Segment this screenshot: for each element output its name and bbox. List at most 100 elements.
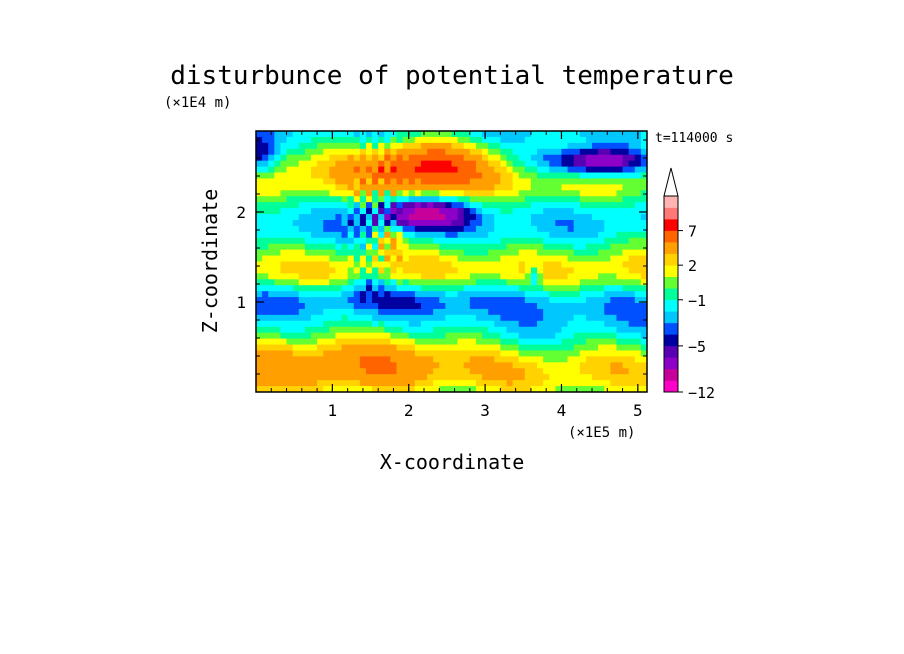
contour-cell <box>262 154 269 162</box>
contour-cell <box>439 172 446 180</box>
contour-cell <box>640 219 647 227</box>
contour-cell <box>414 380 422 387</box>
contour-cell <box>573 273 581 280</box>
contour-cell <box>475 350 483 358</box>
contour-cell <box>298 231 306 239</box>
contour-cell <box>317 131 324 138</box>
contour-cell <box>555 154 563 162</box>
contour-cell <box>353 196 361 203</box>
contour-cell <box>439 255 446 263</box>
contour-cell <box>543 362 550 369</box>
contour-cell <box>408 332 416 340</box>
contour-cell <box>414 285 422 292</box>
contour-cell <box>585 356 593 363</box>
contour-cell <box>518 214 526 221</box>
contour-cell <box>414 154 422 162</box>
contour-cell <box>317 344 324 352</box>
contour-cell <box>396 202 404 209</box>
contour-cell <box>274 332 282 340</box>
contour-cell <box>378 273 385 280</box>
contour-cell <box>439 326 446 334</box>
contour-cell <box>359 303 367 310</box>
contour-cell <box>359 362 367 369</box>
contour-cell <box>402 332 410 340</box>
contour-cell <box>506 219 514 227</box>
contour-cell <box>390 202 398 209</box>
contour-cell <box>628 368 636 375</box>
contour-cell <box>286 380 294 387</box>
contour-cell <box>543 166 550 174</box>
contour-cell <box>420 184 428 191</box>
contour-cell <box>414 219 422 227</box>
contour-cell <box>585 285 593 292</box>
contour-cell <box>475 344 483 352</box>
contour-cell <box>475 303 483 310</box>
contour-cell <box>457 332 465 340</box>
contour-cell <box>604 273 611 280</box>
contour-cell <box>506 362 514 369</box>
contour-cell <box>628 178 636 185</box>
contour-cell <box>317 362 324 369</box>
contour-cell <box>616 338 624 346</box>
contour-cell <box>292 237 300 245</box>
contour-cell <box>488 178 495 185</box>
contour-cell <box>537 267 544 274</box>
x-axis-label: X-coordinate <box>380 450 525 474</box>
contour-cell <box>372 362 379 369</box>
contour-cell <box>610 356 618 363</box>
contour-cell <box>567 267 575 274</box>
contour-cell <box>622 208 630 215</box>
contour-cell <box>420 374 428 381</box>
contour-cell <box>262 231 269 239</box>
contour-cell <box>451 338 459 346</box>
contour-cell <box>628 172 636 180</box>
contour-cell <box>286 237 294 245</box>
contour-cell <box>317 148 324 156</box>
contour-cell <box>475 202 483 209</box>
contour-cell <box>274 273 282 280</box>
y-tick-label: 2 <box>236 203 246 222</box>
contour-cell <box>433 154 440 162</box>
contour-cell <box>592 237 599 245</box>
contour-cell <box>506 320 514 328</box>
contour-cell <box>555 386 563 392</box>
contour-cell <box>256 374 263 381</box>
contour-cell <box>427 291 434 298</box>
contour-cell <box>286 350 294 358</box>
contour-cell <box>310 291 318 298</box>
contour-cell <box>543 380 550 387</box>
contour-cell <box>317 166 324 174</box>
contour-cell <box>378 131 385 138</box>
contour-cell <box>365 338 373 346</box>
contour-cell <box>292 320 300 328</box>
contour-cell <box>555 255 563 263</box>
contour-cell <box>365 249 373 257</box>
contour-cell <box>365 148 373 156</box>
contour-cell <box>628 237 636 245</box>
contour-cell <box>640 356 647 363</box>
contour-cell <box>274 202 282 209</box>
contour-cell <box>359 184 367 191</box>
contour-cell <box>628 202 636 209</box>
contour-cell <box>616 297 624 304</box>
contour-cell <box>341 314 349 322</box>
contour-cell <box>549 154 556 162</box>
contour-cell <box>402 231 410 239</box>
contour-cell <box>512 225 520 233</box>
contour-cell <box>475 190 483 197</box>
contour-cell <box>451 368 459 375</box>
contour-cell <box>384 338 392 346</box>
contour-cell <box>457 225 465 233</box>
contour-cell <box>592 214 599 221</box>
contour-cell <box>298 338 306 346</box>
contour-cell <box>518 362 526 369</box>
contour-cell <box>347 308 355 316</box>
contour-cell <box>341 303 349 310</box>
contour-cell <box>439 231 446 239</box>
contour-cell <box>317 356 324 363</box>
contour-cell <box>341 208 349 215</box>
contour-cell <box>451 332 459 340</box>
contour-cell <box>396 314 404 322</box>
contour-cell <box>433 380 440 387</box>
